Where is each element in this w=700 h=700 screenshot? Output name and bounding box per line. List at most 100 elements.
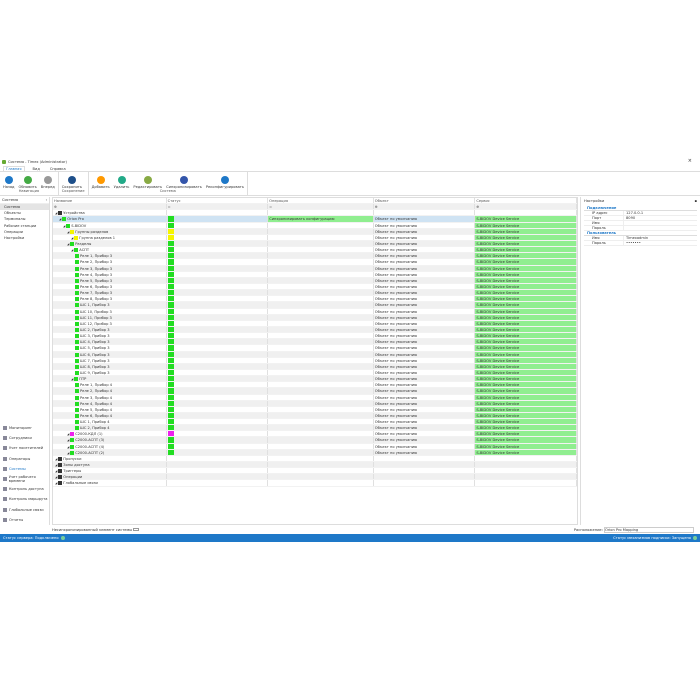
expand-icon[interactable]: ◢ [55, 475, 59, 480]
table-row[interactable]: ◢ С2000-КДЛ (1) Объект по умолчанию S-BI… [53, 431, 578, 438]
table-row[interactable]: ◢ Пропуски [53, 455, 577, 463]
table-row[interactable]: ◢ Триггеры [53, 468, 577, 475]
filter-icon[interactable]: ⊕ [53, 204, 167, 210]
table-row[interactable]: ШС 3, Прибор 3 Объект по умолчанию S-BID… [53, 333, 577, 340]
filter-service[interactable]: ⊕ [475, 204, 577, 210]
expand-icon[interactable]: ◢ [71, 235, 75, 240]
ribbon-button[interactable]: Редактировать [133, 176, 162, 189]
table-row[interactable]: Реле 8, Прибор 3 Объект по умолчанию S-B… [53, 296, 577, 303]
close-icon[interactable]: × [687, 158, 692, 164]
pin-icon[interactable]: ▪ [694, 199, 697, 203]
nav-item[interactable]: Системы [0, 464, 50, 474]
sidebar-item[interactable]: Настройки [4, 235, 25, 240]
expand-icon[interactable]: ◢ [55, 463, 59, 468]
table-row[interactable]: ШС 2, Прибор 4 Объект по умолчанию S-BID… [53, 425, 577, 432]
location-field[interactable]: Orion Pro Mapping [604, 527, 694, 533]
expand-icon[interactable]: ◢ [67, 450, 71, 455]
table-row[interactable]: ◢ АСПТ Объект по умолчанию S-BIDOV Devic… [53, 247, 577, 254]
property-row[interactable]: Пароль ••••••• [584, 241, 697, 246]
ribbon-button[interactable]: Добавить [92, 176, 110, 189]
nav-item[interactable]: Операторы [0, 454, 50, 464]
nav-item[interactable]: Контроль маршрута [0, 494, 50, 504]
nav-item[interactable]: Контроль доступа [0, 484, 50, 494]
ribbon-button[interactable]: Назад [3, 176, 15, 189]
table-row[interactable]: ШС 2, Прибор 3 Объект по умолчанию S-BID… [53, 326, 577, 334]
expand-icon[interactable]: ◢ [63, 223, 67, 228]
ribbon-button[interactable]: Сохранить [62, 176, 82, 189]
ribbon-button[interactable]: Вперед [41, 176, 55, 189]
collapse-icon[interactable]: ‹ [45, 198, 47, 202]
property-group[interactable]: Пользователь [584, 231, 697, 236]
expand-icon[interactable]: ◢ [59, 217, 63, 222]
table-row[interactable]: ◢ Группы разделов Объект по умолчанию S-… [53, 228, 578, 235]
expand-icon[interactable]: ◢ [55, 211, 59, 216]
nav-item[interactable]: Глобальные связи [0, 505, 50, 515]
ribbon-button[interactable]: Синхронизировать [166, 176, 202, 189]
tab-home[interactable]: Главная [3, 166, 25, 171]
table-row[interactable]: ШС 1, Прибор 4 Объект по умолчанию S-BID… [53, 419, 577, 426]
column-header-status[interactable]: Статус [167, 198, 269, 204]
table-row[interactable]: Реле 4, Прибор 3 Объект по умолчанию S-B… [53, 271, 577, 278]
ribbon-button[interactable]: Обновить [19, 176, 37, 189]
property-value[interactable]: 127.0.0.1 [626, 211, 644, 215]
ribbon-button[interactable]: Реконфигурировать [206, 176, 244, 189]
sidebar-item[interactable]: Система [0, 204, 49, 211]
table-row[interactable]: ◢ Устройства [53, 210, 577, 217]
tab-view[interactable]: Вид [32, 167, 40, 171]
table-row[interactable]: ШС 4, Прибор 3 Объект по умолчанию S-BID… [53, 339, 577, 346]
expand-icon[interactable]: ◢ [55, 481, 59, 486]
table-row[interactable]: Реле 3, Прибор 4 Объект по умолчанию S-B… [53, 394, 577, 401]
property-value[interactable]: ••••••• [626, 241, 641, 245]
column-header-operation[interactable]: Операция [268, 198, 374, 204]
table-row[interactable]: ◢ С2000-АСПТ (2) Объект по умолчанию S-B… [53, 449, 578, 456]
expand-icon[interactable]: ◢ [67, 438, 71, 443]
table-row[interactable]: Реле 1, Прибор 4 Объект по умолчанию S-B… [53, 382, 577, 389]
table-row[interactable]: ШС 11, Прибор 3 Объект по умолчанию S-BI… [53, 314, 577, 321]
table-row[interactable]: ◢ Зоны доступа [53, 462, 577, 469]
nav-item[interactable]: Сотрудники [0, 433, 50, 443]
filter-operation[interactable]: = [268, 204, 374, 210]
nav-item[interactable]: Учет посетителей [0, 443, 50, 453]
table-row[interactable]: ШС 12, Прибор 3 Объект по умолчанию S-BI… [53, 320, 577, 327]
table-row[interactable]: Реле 4, Прибор 4 Объект по умолчанию S-B… [53, 400, 577, 407]
expand-icon[interactable]: ◢ [67, 241, 71, 246]
table-row[interactable]: Реле 2, Прибор 4 Объект по умолчанию S-B… [53, 388, 577, 395]
table-row[interactable]: ◢ Глобальные связи [53, 480, 577, 487]
table-row[interactable]: ШС 7, Прибор 3 Объект по умолчанию S-BID… [53, 357, 577, 364]
expand-icon[interactable]: ◢ [71, 248, 75, 253]
table-row[interactable]: ◢ S-BIDOV Объект по умолчанию S-BIDOV De… [53, 222, 578, 229]
property-row[interactable]: IP адрес 127.0.0.1 [584, 211, 697, 216]
property-row[interactable]: Имя Timexadmin [584, 236, 697, 241]
filter-status[interactable]: = [167, 204, 269, 210]
ribbon-button[interactable]: Удалить [114, 176, 129, 189]
table-row[interactable]: ШС 5, Прибор 3 Объект по умолчанию S-BID… [53, 345, 577, 352]
table-row[interactable]: ШС 10, Прибор 3 Объект по умолчанию S-BI… [53, 308, 577, 315]
table-row[interactable]: Реле 5, Прибор 3 Объект по умолчанию S-B… [53, 277, 577, 284]
column-header-object[interactable]: Объект [374, 198, 476, 204]
table-row[interactable]: ◢ С2000-АСПТ (3) Объект по умолчанию S-B… [53, 437, 578, 444]
sidebar-item[interactable]: Рабочие станции [4, 223, 37, 228]
table-row[interactable]: Реле 6, Прибор 4 Объект по умолчанию S-B… [53, 412, 577, 420]
table-row[interactable]: ШС 6, Прибор 3 Объект по умолчанию S-BID… [53, 351, 577, 358]
table-row[interactable]: ШС 8, Прибор 3 Объект по умолчанию S-BID… [53, 363, 577, 370]
expand-icon[interactable]: ◢ [55, 456, 59, 461]
table-row[interactable]: Реле 5, Прибор 4 Объект по умолчанию S-B… [53, 406, 577, 413]
expand-icon[interactable]: ◢ [55, 469, 59, 474]
table-row[interactable]: ◢ ПТР Объект по умолчанию S-BIDOV Device… [53, 376, 577, 383]
property-row[interactable]: Порт 8090 [584, 216, 697, 221]
property-row[interactable]: Пароль [584, 226, 697, 231]
sidebar-item[interactable]: Терминалы [4, 217, 26, 222]
column-header-name[interactable]: Название [53, 198, 167, 204]
filter-object[interactable]: ⊕ [374, 204, 476, 210]
property-value[interactable]: Timexadmin [626, 236, 649, 240]
column-header-service[interactable]: Сервис [475, 198, 577, 204]
table-row[interactable]: ◢ Группа разделов 1 Объект по умолчанию … [53, 234, 577, 241]
table-row[interactable]: Реле 1, Прибор 3 Объект по умолчанию S-B… [53, 253, 577, 260]
table-row[interactable]: ◢ С2000-АСПТ (4) Объект по умолчанию S-B… [53, 443, 578, 450]
property-group[interactable]: Подключение [584, 206, 697, 211]
table-row[interactable]: Реле 3, Прибор 3 Объект по умолчанию S-B… [53, 265, 577, 272]
tab-help[interactable]: Справка [49, 167, 66, 171]
table-row[interactable]: ШС 1, Прибор 3 Объект по умолчанию S-BID… [53, 302, 577, 309]
table-row[interactable]: ◢ Операции [53, 474, 577, 481]
sidebar-item[interactable]: Объекты [4, 211, 21, 216]
